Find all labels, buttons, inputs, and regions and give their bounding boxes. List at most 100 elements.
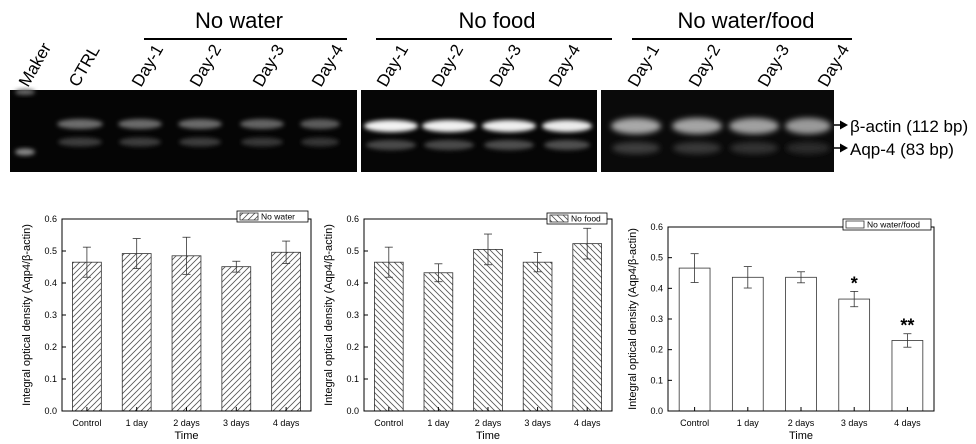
lane-label: Day-1 [373, 41, 412, 90]
y-tick-label: 0.0 [650, 406, 663, 416]
lane-label: Day-3 [486, 41, 525, 90]
significance-label: ** [900, 316, 914, 336]
lane-label: Day-3 [754, 41, 793, 90]
gel-band-actin [178, 119, 222, 129]
x-tick-label: 4 days [894, 418, 921, 428]
gel-band-actin [364, 120, 418, 132]
x-tick-label: 3 days [223, 418, 250, 428]
y-tick-label: 0.5 [346, 246, 359, 256]
y-axis-label: Integral optical density (Aqp4/β-actin) [21, 224, 33, 406]
lane-label: Day-2 [685, 41, 724, 90]
bar [121, 253, 152, 412]
y-tick-label: 0.5 [44, 246, 57, 256]
gel-band-actin [785, 118, 831, 134]
y-tick-label: 0.3 [346, 310, 359, 320]
gel-group-label: No food [458, 8, 535, 33]
y-tick-label: 0.4 [650, 283, 663, 293]
gel-panel-3 [601, 90, 834, 172]
band-labels: β-actin (112 bp) Aqp-4 (83 bp) [834, 117, 968, 159]
gel-band-aqp4 [58, 137, 102, 147]
bar [374, 261, 404, 412]
gel-background [10, 90, 357, 172]
gel-band-aqp4 [301, 137, 339, 147]
lane-label: Day-3 [249, 41, 288, 90]
x-tick-label: Control [680, 418, 709, 428]
bar [678, 267, 711, 412]
lane-label: Day-2 [186, 41, 225, 90]
legend-swatch [549, 214, 569, 223]
y-tick-label: 0.6 [44, 214, 57, 224]
y-tick-label: 0.2 [346, 342, 359, 352]
x-tick-label: 1 day [427, 418, 450, 428]
bar-charts: 0.0 0.1 0.2 0.3 0.4 0.5 0.6 Control 1 day 2 days 3… [21, 210, 935, 442]
x-tick-label: 1 day [126, 418, 149, 428]
bar [473, 248, 503, 412]
bar [785, 276, 817, 412]
x-tick-label: 2 days [788, 418, 815, 428]
x-tick-label: Control [374, 418, 403, 428]
gel-header: No water No food No water/food [144, 8, 852, 40]
x-tick-label: 4 days [273, 418, 300, 428]
bar [271, 251, 301, 412]
x-axis-label: Time [476, 430, 500, 442]
y-tick-label: 0.0 [44, 406, 57, 416]
y-tick-label: 0.1 [44, 374, 57, 384]
gel-band-actin [57, 119, 103, 129]
gel-panel-1 [10, 89, 357, 172]
bar [838, 298, 871, 412]
y-tick-label: 0.2 [44, 342, 57, 352]
bar [522, 261, 553, 412]
lane-labels: Maker CTRL Day-1 Day-2 Day-3 Day-4 Day-1… [15, 39, 853, 90]
legend-box [236, 210, 309, 223]
x-tick-label: 3 days [841, 418, 868, 428]
gel-band-actin [300, 119, 340, 129]
gel-band-aqp4 [730, 142, 778, 154]
bar [891, 340, 924, 412]
lane-label-ctrl: CTRL [65, 42, 104, 90]
y-tick-label: 0.6 [346, 214, 359, 224]
y-tick-label: 0.3 [44, 310, 57, 320]
y-tick-label: 0.5 [650, 253, 663, 263]
legend-box [546, 212, 608, 225]
gel-band-aqp4 [484, 140, 534, 150]
legend-label: No food [571, 214, 601, 224]
lane-label: Day-4 [545, 41, 584, 90]
bar [423, 272, 454, 412]
chart-panel-2: 0.0 0.1 0.2 0.3 0.4 0.5 0.6 Control 1 day 2 days 3… [323, 212, 613, 442]
bar [221, 266, 252, 412]
gel-band-aqp4 [179, 137, 221, 147]
bar [72, 261, 102, 412]
gel-group-label: No water/food [678, 8, 815, 33]
gel-band-actin [118, 119, 162, 129]
gel-band-aqp4 [786, 142, 830, 154]
y-tick-label: 0.2 [650, 345, 663, 355]
legend-box [842, 218, 932, 231]
gel-band-aqp4 [612, 142, 660, 154]
bar [572, 243, 602, 412]
legend-label: No water/food [867, 220, 920, 230]
gel-band-actin [672, 118, 722, 134]
gel-band-actin [482, 120, 536, 132]
gel-band-actin [240, 119, 284, 129]
lane-label: Day-4 [814, 41, 853, 90]
legend-label: No water [261, 212, 295, 222]
x-axis-label: Time [174, 430, 198, 442]
gel-band-actin [729, 118, 779, 134]
x-tick-label: 2 days [475, 418, 502, 428]
gel-band-aqp4 [241, 137, 283, 147]
y-tick-label: 0.0 [346, 406, 359, 416]
gel-band-actin [422, 120, 476, 132]
y-axis-label: Integral optical density (Aqp4/β-actin) [627, 228, 639, 410]
gel-band-marker [15, 89, 35, 95]
gel-band-aqp4 [366, 140, 416, 150]
gel-band-aqp4 [119, 137, 161, 147]
gel-band-actin [542, 120, 592, 132]
legend-swatch [845, 220, 865, 229]
y-tick-label: 0.4 [346, 278, 359, 288]
y-tick-label: 0.1 [650, 375, 663, 385]
legend-swatch [239, 212, 259, 221]
x-axis-label: Time [789, 430, 813, 442]
gel-band-actin [611, 118, 661, 134]
y-axis-label: Integral optical density (Aqp4/β-actin) [323, 224, 335, 406]
